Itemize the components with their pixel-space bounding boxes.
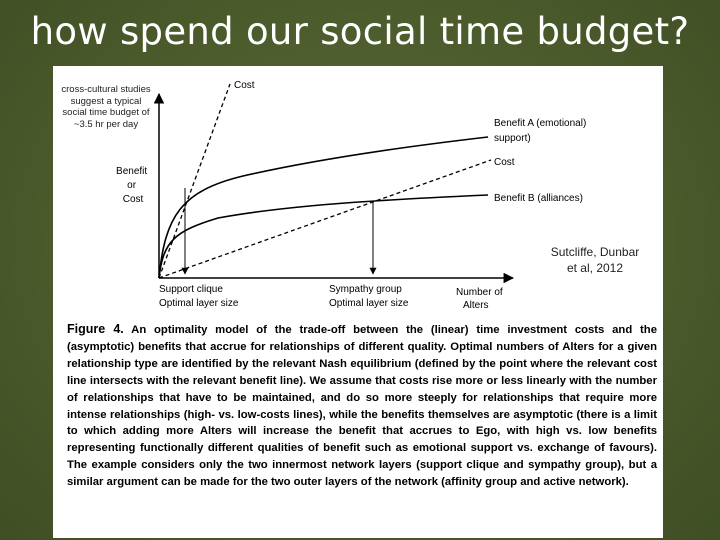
benefit-a-label: Benefit A (emotional) support) (494, 118, 589, 144)
y-axis-label: Benefit or Cost (116, 166, 150, 205)
optimality-diagram: Benefit or Cost Cost Benefit A (emotiona… (116, 80, 589, 311)
benefit-a-curve (158, 136, 489, 279)
slide-title: how spend our social time budget? (30, 10, 690, 53)
benefit-b-label: Benefit B (alliances) (494, 193, 583, 204)
time-budget-note: cross-cultural studies suggest a typical… (61, 84, 151, 130)
cost-shallow-line (158, 159, 492, 279)
benefit-b-curve (158, 194, 489, 279)
support-clique-label: Support clique Optimal layer size (159, 284, 239, 309)
cost-shallow-label: Cost (494, 157, 515, 168)
figure-caption: Figure 4. An optimality model of the tra… (67, 321, 657, 491)
citation: Sutcliffe, Dunbar et al, 2012 (550, 245, 640, 275)
caption-text: An optimality model of the trade-off bet… (67, 324, 657, 489)
cost-steep-label: Cost (234, 80, 255, 91)
x-axis-label: Number of Alters (456, 287, 505, 311)
cost-steep-line (158, 83, 231, 279)
figure-panel (53, 66, 663, 538)
sympathy-group-label: Sympathy group Optimal layer size (329, 284, 409, 309)
figure-label: Figure 4. (67, 322, 124, 336)
